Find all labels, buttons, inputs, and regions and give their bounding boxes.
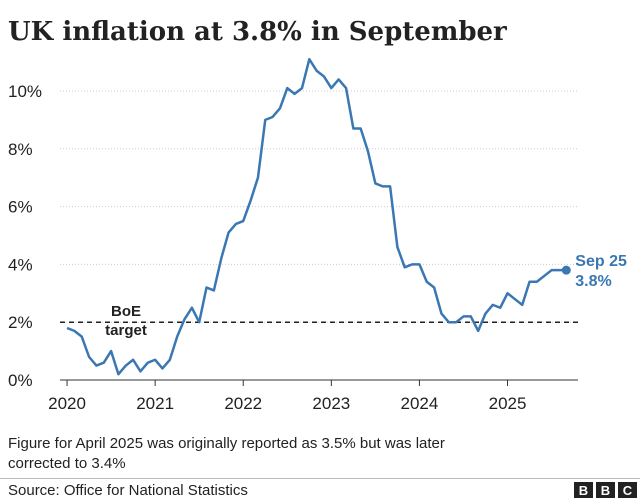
note: Figure for April 2025 was originally rep… — [8, 435, 445, 452]
logo-box — [618, 482, 637, 498]
y-tick-label: 8% — [8, 140, 33, 159]
logo-letter: B — [579, 483, 588, 498]
end-point — [561, 265, 571, 275]
logo-letter: B — [601, 483, 610, 498]
logo-letter: C — [623, 483, 633, 498]
x-tick-label: 2023 — [312, 394, 350, 413]
end-label: Sep 25 — [575, 253, 627, 270]
x-tick-label: 2022 — [224, 394, 262, 413]
target-label: BoE — [111, 303, 141, 320]
x-tick-label: 2024 — [401, 394, 439, 413]
y-tick-label: 0% — [8, 371, 33, 390]
y-tick-label: 6% — [8, 198, 33, 217]
y-tick-label: 2% — [8, 313, 33, 332]
line — [66, 57, 567, 376]
note: corrected to 3.4% — [8, 455, 126, 472]
source: Source: Office for National Statistics — [8, 482, 248, 499]
x-tick-label: 2025 — [489, 394, 527, 413]
logo-box — [596, 482, 615, 498]
value-label: 3.8% — [575, 273, 611, 290]
chart-title: UK inflation at 3.8% in September — [8, 17, 507, 47]
y-tick-label: 10% — [8, 82, 42, 101]
x-tick-label: 2021 — [136, 394, 174, 413]
x-tick-label: 2020 — [48, 394, 86, 413]
logo-box — [574, 482, 593, 498]
target-label: target — [105, 322, 147, 339]
y-tick-label: 4% — [8, 255, 33, 274]
